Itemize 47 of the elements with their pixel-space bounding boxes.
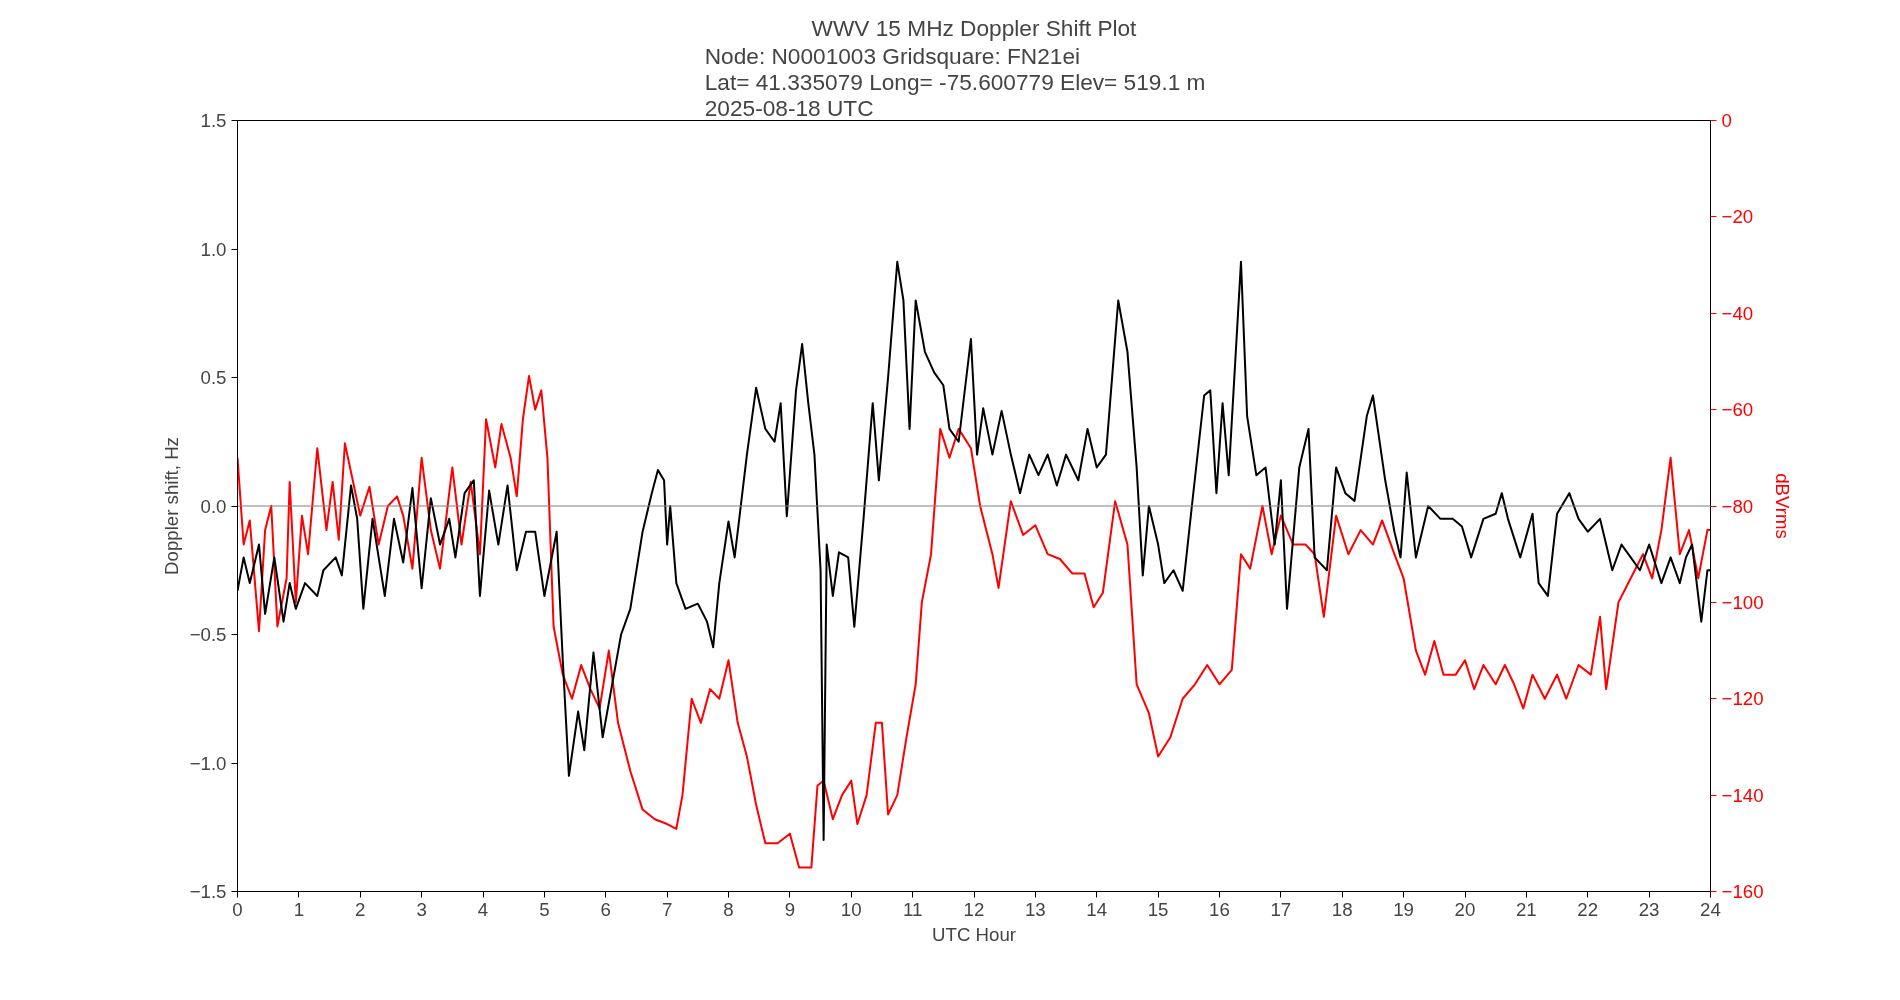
x-axis-title: UTC Hour	[932, 923, 1016, 945]
x-tick-label: 22	[1577, 898, 1599, 920]
x-tick-label: 21	[1516, 898, 1537, 920]
x-tick-label: 3	[416, 898, 427, 920]
y-tick-label: −1.5	[189, 881, 227, 902]
x-tick-label: 0	[232, 898, 243, 920]
y2-tick-label: −160	[1721, 881, 1764, 902]
y2-tick-label: −140	[1721, 784, 1764, 806]
x-tick-label: 24	[1700, 898, 1721, 920]
x-tick-label: 20	[1454, 898, 1476, 920]
x-tick-label: 2	[355, 898, 366, 920]
y2-tick-label: −80	[1721, 495, 1754, 517]
x-tick-label: 10	[840, 898, 862, 920]
y2-axis-title: dBVrms	[1771, 473, 1793, 539]
x-tick-label: 13	[1025, 898, 1046, 920]
x-tick-label: 15	[1147, 898, 1169, 920]
y-tick-label: −0.5	[189, 624, 227, 645]
x-tick-label: 6	[600, 898, 611, 920]
x-tick-label: 17	[1270, 898, 1292, 920]
chart-subtitle: Node: N0001003 Gridsquare: FN21ei Lat= 41.335079 Long= -75.600779 Elev= 519.1 m 2025-08-18 UTC	[704, 42, 1206, 121]
chart-title: WWV 15 MHz Doppler Shift Plot	[811, 14, 1138, 41]
y-tick-label: 0.0	[200, 495, 227, 517]
y2-tick-label: −40	[1721, 302, 1754, 324]
x-tick-label: 23	[1638, 898, 1660, 920]
x-tick-label: 16	[1209, 898, 1230, 920]
y2-tick-label: −20	[1721, 206, 1754, 228]
y-tick-label: 0.5	[200, 367, 227, 388]
line-series	[237, 374, 1711, 869]
x-tick-label: 9	[784, 898, 796, 920]
y-axis-title: Doppler shift, Hz	[160, 437, 182, 575]
x-tick-label: 18	[1331, 898, 1353, 920]
y2-tick-label: 0	[1721, 110, 1732, 131]
y2-tick-label: −60	[1721, 399, 1754, 421]
x-tick-label: 19	[1393, 898, 1415, 920]
x-tick-label: 8	[723, 898, 734, 920]
x-tick-label: 5	[539, 898, 550, 920]
x-tick-label: 4	[477, 898, 489, 920]
x-tick-label: 14	[1086, 898, 1108, 920]
y2-tick-label: −120	[1721, 688, 1764, 710]
x-tick-label: 12	[963, 898, 985, 920]
x-tick-label: 7	[661, 898, 673, 920]
y-tick-label: −1.0	[189, 752, 227, 774]
x-tick-label: 1	[293, 898, 305, 920]
x-tick-label: 11	[902, 898, 923, 920]
y-tick-label: 1.0	[200, 238, 227, 260]
y-tick-label: 1.5	[200, 110, 227, 131]
y2-tick-label: −100	[1721, 591, 1764, 613]
